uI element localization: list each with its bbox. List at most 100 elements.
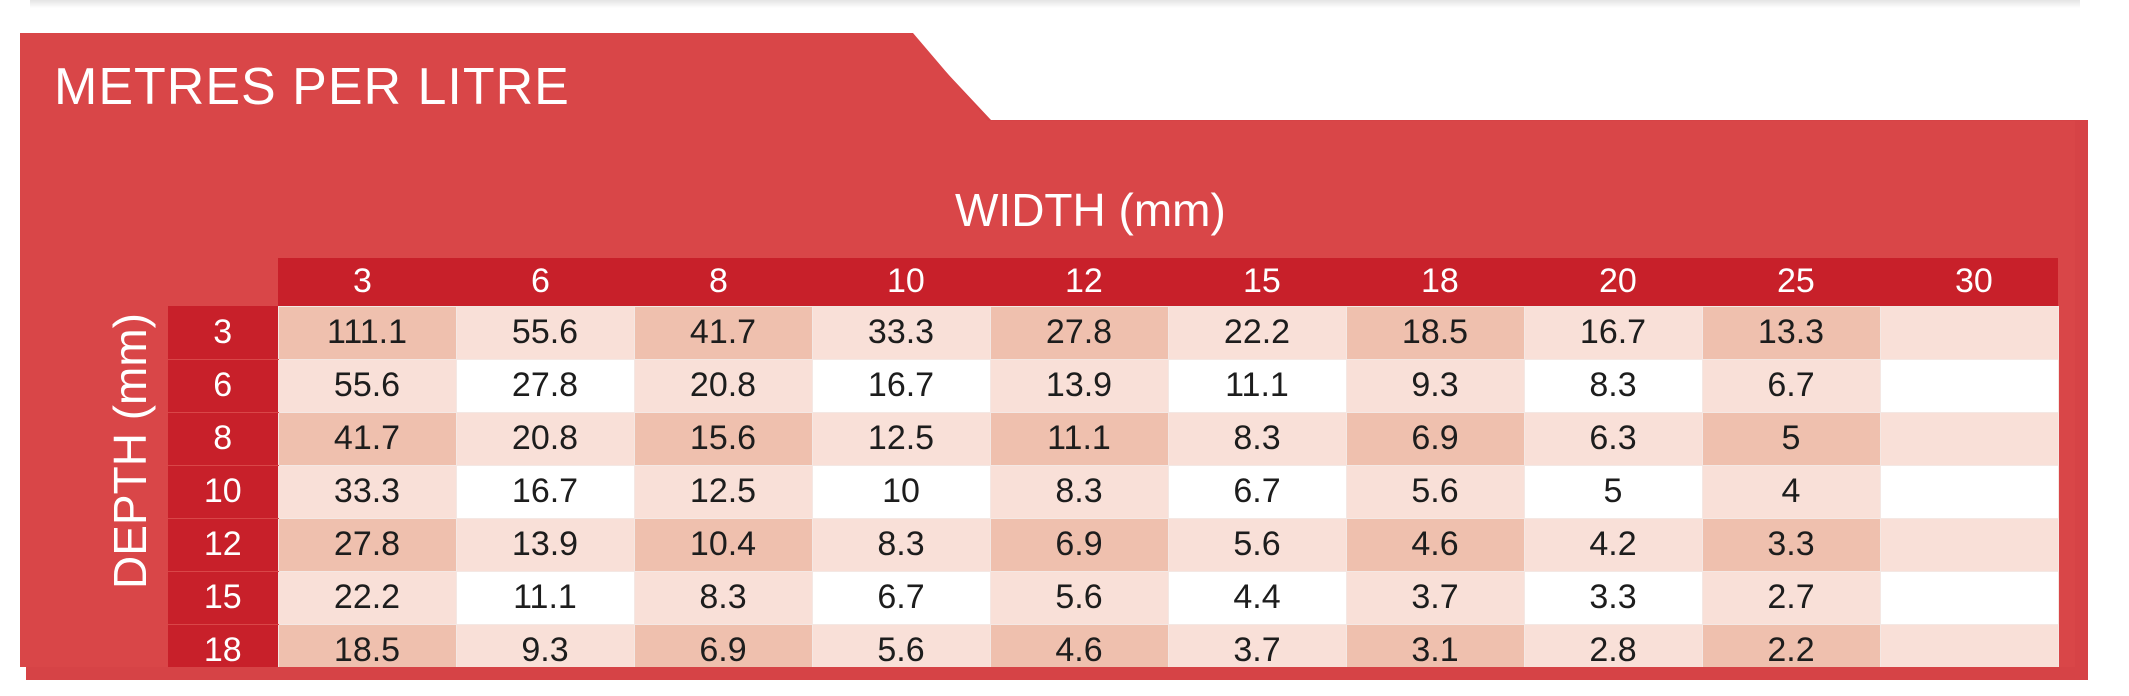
table-cell: 8.3: [1167, 411, 1347, 466]
table-cell: 5: [1523, 464, 1703, 519]
table-cell: 6.7: [1701, 358, 1881, 413]
depth-header-cell: 15: [168, 571, 278, 625]
table-cell: 3.1: [1345, 623, 1525, 667]
table-cell: 4.6: [989, 623, 1169, 667]
table-cell: 4.4: [1167, 570, 1347, 625]
table-cell: 18.5: [277, 623, 457, 667]
table-cell: 4.6: [1345, 517, 1525, 572]
depth-header-cell: 6: [168, 359, 278, 413]
table-cell: 6.7: [1167, 464, 1347, 519]
table-cell: 27.8: [277, 517, 457, 572]
table-row: 15 22.2 11.1 8.3 6.7 5.6 4.4 3.7 3.3 2.7: [168, 570, 2059, 625]
table-cell: [1879, 464, 2059, 519]
table-cell: 111.1: [277, 305, 457, 360]
top-divider-shadow: [30, 0, 2080, 8]
width-header-cell: 30: [1880, 258, 2058, 306]
table-cell: 15.6: [633, 411, 813, 466]
table-row: 3 111.1 55.6 41.7 33.3 27.8 22.2 18.5 16.7 13.3: [168, 305, 2059, 360]
table-cell: 3.3: [1523, 570, 1703, 625]
table-cell: [1879, 570, 2059, 625]
table-cell: 8.3: [989, 464, 1169, 519]
metres-per-litre-table: 3 6 8 10 12 15 18 20 25 30 3 111.1 55.6 41.…: [168, 258, 2059, 667]
width-header-cell: 6: [456, 258, 634, 306]
width-header-cell: 10: [812, 258, 990, 306]
table-cell: 8.3: [633, 570, 813, 625]
table-cell: 13.3: [1701, 305, 1881, 360]
table-cell: 22.2: [1167, 305, 1347, 360]
table-cell: 20.8: [633, 358, 813, 413]
table-cell: 8.3: [811, 517, 991, 572]
table-cell: 3.3: [1701, 517, 1881, 572]
table-cell: 5.6: [811, 623, 991, 667]
table-cell: 27.8: [989, 305, 1169, 360]
table-cell: 2.2: [1701, 623, 1881, 667]
table-cell: 6.7: [811, 570, 991, 625]
table-cell: [1879, 305, 2059, 360]
table-row: 6 55.6 27.8 20.8 16.7 13.9 11.1 9.3 8.3 6.7: [168, 358, 2059, 413]
width-header-cell: 25: [1702, 258, 1880, 306]
depth-axis-label: DEPTH (mm): [104, 313, 156, 589]
table-corner: [168, 258, 278, 306]
table-cell: 5.6: [1167, 517, 1347, 572]
table-cell: 6.3: [1523, 411, 1703, 466]
table-cell: 4.2: [1523, 517, 1703, 572]
table-cell: 22.2: [277, 570, 457, 625]
table-row: 8 41.7 20.8 15.6 12.5 11.1 8.3 6.9 6.3 5: [168, 411, 2059, 466]
table-cell: 6.9: [989, 517, 1169, 572]
table-cell: [1879, 358, 2059, 413]
table-cell: 12.5: [633, 464, 813, 519]
table-cell: 3.7: [1167, 623, 1347, 667]
table-cell: 18.5: [1345, 305, 1525, 360]
table-cell: 5: [1701, 411, 1881, 466]
depth-header-cell: 12: [168, 518, 278, 572]
table-cell: 20.8: [455, 411, 635, 466]
table-cell: 41.7: [277, 411, 457, 466]
table-cell: 16.7: [1523, 305, 1703, 360]
table-cell: 10.4: [633, 517, 813, 572]
width-header-row: 3 6 8 10 12 15 18 20 25 30: [168, 258, 2058, 306]
table-cell: 27.8: [455, 358, 635, 413]
width-header-cell: 3: [278, 258, 456, 306]
width-header-cell: 18: [1346, 258, 1524, 306]
table-cell: 9.3: [1345, 358, 1525, 413]
table-cell: 8.3: [1523, 358, 1703, 413]
table-cell: 5.6: [989, 570, 1169, 625]
depth-header-cell: 3: [168, 306, 278, 360]
table-cell: 6.9: [1345, 411, 1525, 466]
table-cell: 2.8: [1523, 623, 1703, 667]
table-row: 18 18.5 9.3 6.9 5.6 4.6 3.7 3.1 2.8 2.2: [168, 623, 2059, 667]
table-cell: 12.5: [811, 411, 991, 466]
table-cell: 16.7: [811, 358, 991, 413]
table-cell: [1879, 411, 2059, 466]
width-header-cell: 8: [634, 258, 812, 306]
depth-header-cell: 8: [168, 412, 278, 466]
table-cell: 11.1: [989, 411, 1169, 466]
table-cell: 10: [811, 464, 991, 519]
table-cell: 3.7: [1345, 570, 1525, 625]
table-cell: 13.9: [455, 517, 635, 572]
width-header-cell: 15: [1168, 258, 1346, 306]
depth-header-cell: 10: [168, 465, 278, 519]
table-cell: 41.7: [633, 305, 813, 360]
table-cell: 13.9: [989, 358, 1169, 413]
table-cell: 6.9: [633, 623, 813, 667]
card-title: METRES PER LITRE: [54, 58, 570, 116]
width-header-cell: 12: [990, 258, 1168, 306]
table-cell: 16.7: [455, 464, 635, 519]
table-cell: 2.7: [1701, 570, 1881, 625]
table-row: 10 33.3 16.7 12.5 10 8.3 6.7 5.6 5 4: [168, 464, 2059, 519]
width-axis-label: WIDTH (mm): [955, 184, 1226, 236]
depth-header-cell: 18: [168, 624, 278, 667]
width-header-cell: 20: [1524, 258, 1702, 306]
table-cell: 33.3: [811, 305, 991, 360]
table-cell: 5.6: [1345, 464, 1525, 519]
table-cell: 55.6: [277, 358, 457, 413]
table-cell: 11.1: [1167, 358, 1347, 413]
table-cell: [1879, 623, 2059, 667]
table-cell: 9.3: [455, 623, 635, 667]
metres-per-litre-card: METRES PER LITRE WIDTH (mm) DEPTH (mm) 3…: [20, 33, 2075, 667]
table-cell: [1879, 517, 2059, 572]
table-cell: 4: [1701, 464, 1881, 519]
table-body: 3 111.1 55.6 41.7 33.3 27.8 22.2 18.5 16.7 13.3 6 5…: [168, 305, 2059, 667]
table-cell: 55.6: [455, 305, 635, 360]
